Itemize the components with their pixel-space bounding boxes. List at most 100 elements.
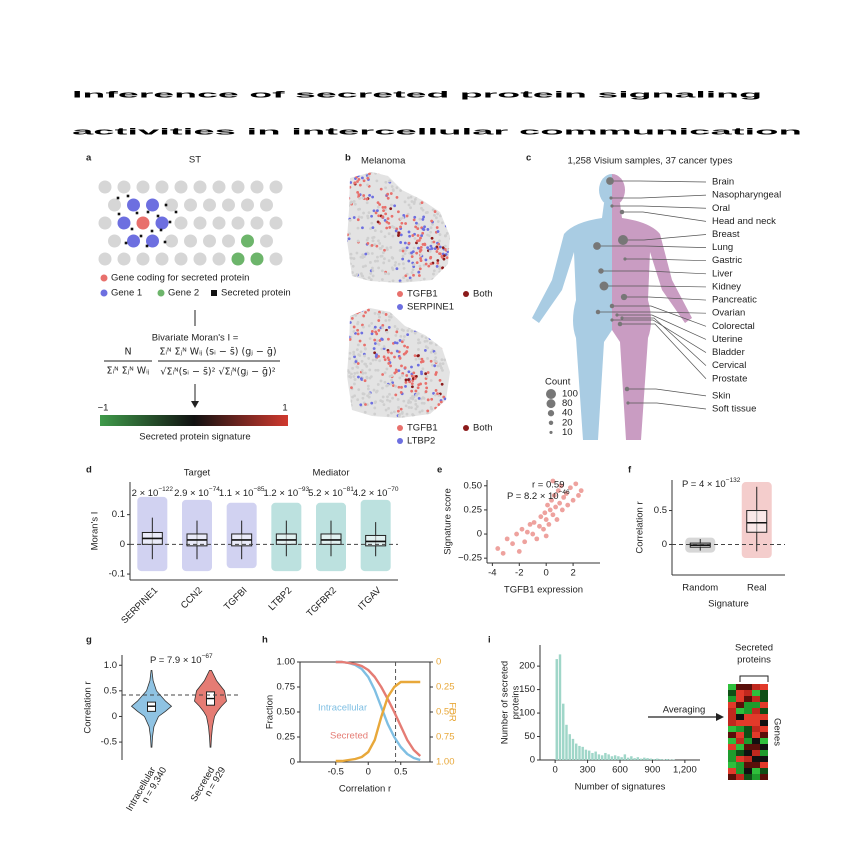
tissue-spot — [386, 383, 390, 387]
leader-line — [612, 205, 707, 209]
heatmap-cell — [760, 762, 768, 768]
tissue-spot — [412, 371, 416, 375]
tissue-spot — [377, 266, 381, 270]
y-tick-label: 0 — [477, 529, 482, 540]
tissue-spot — [418, 410, 422, 414]
tissue-spot — [429, 262, 433, 266]
tissue-spot — [430, 190, 434, 194]
legend-size-dot — [547, 410, 555, 417]
tissue-spot — [360, 308, 364, 312]
spot — [98, 252, 112, 266]
heatmap-cell — [752, 738, 760, 744]
tissue-spot — [348, 351, 352, 355]
tissue-spot — [434, 343, 438, 347]
tissue-spot — [441, 176, 445, 180]
tissue-spot — [415, 405, 419, 408]
tissue-spot — [368, 172, 371, 176]
tissue-spot — [401, 216, 405, 220]
tissue-spot — [430, 247, 434, 250]
heatmap-cell — [728, 702, 736, 708]
tissue-spot — [429, 189, 433, 193]
tissue-spot — [401, 372, 405, 375]
tissue-spot — [399, 225, 402, 229]
y-axis-label: Correlation r — [83, 681, 94, 733]
tissue-spot — [429, 405, 433, 409]
tissue-spot — [417, 223, 420, 226]
tissue-spot — [409, 206, 412, 210]
tissue-spot — [386, 192, 390, 196]
tissue-spot — [408, 326, 411, 330]
tissue-spot — [369, 278, 373, 282]
tissue-spot — [364, 310, 367, 314]
tissue-spot — [348, 357, 352, 361]
heatmap-cell — [744, 708, 752, 714]
tissue-spot — [348, 270, 352, 274]
y-tick-label: -0.1 — [109, 569, 125, 580]
tissue-spot — [347, 337, 348, 341]
tissue-spot — [446, 347, 450, 351]
cancer-type-label: Colorectal — [712, 321, 755, 332]
tissue-spot — [400, 410, 404, 414]
tissue-spot — [450, 231, 453, 234]
spot — [174, 216, 188, 230]
tissue-spot — [400, 181, 404, 185]
tissue-spot — [410, 406, 413, 410]
series-line — [335, 680, 421, 763]
tissue-spot — [376, 418, 379, 421]
leader-line — [598, 311, 707, 314]
tissue-spot — [381, 326, 385, 330]
tissue-spot — [395, 195, 399, 199]
heatmap-cell — [728, 720, 736, 726]
tissue-spot — [396, 409, 400, 413]
tissue-spot — [425, 315, 429, 318]
bar — [607, 754, 610, 760]
tissue-spot — [438, 362, 442, 366]
tissue-spot — [407, 196, 410, 200]
tissue-spot — [376, 255, 379, 259]
tissue-spot — [420, 234, 424, 237]
tissue-spot — [379, 379, 383, 383]
tissue-spot — [449, 220, 450, 224]
x-tick-label: 600 — [612, 765, 628, 776]
tissue-spot — [448, 205, 450, 208]
colorbar-label: Secreted protein signature — [139, 432, 250, 443]
heatmap-cell — [760, 732, 768, 738]
x-tick-label: SERPINE1 — [119, 585, 160, 626]
tissue-spot — [436, 259, 440, 262]
tissue-spot — [412, 273, 415, 277]
tissue-spot — [441, 266, 445, 270]
tissue-spot — [363, 354, 366, 358]
tissue-spot — [370, 401, 374, 405]
heatmap-cell — [728, 708, 736, 714]
tissue-spot — [426, 211, 429, 214]
tissue-spot — [363, 362, 367, 366]
x-axis-label: TGFB1 expression — [504, 585, 583, 596]
tissue-spot — [424, 336, 428, 340]
tissue-spot — [391, 268, 395, 272]
tissue-spot — [442, 172, 446, 174]
tissue-spot — [397, 385, 401, 389]
colorbar-tick-label: 1 — [282, 403, 287, 414]
tissue-spot — [433, 201, 437, 205]
bar — [591, 752, 594, 760]
panel-title: Melanoma — [361, 156, 406, 167]
tissue-spot — [431, 197, 434, 201]
tissue-spot — [411, 234, 415, 237]
heatmap-cell — [736, 720, 744, 726]
tissue-spot — [438, 265, 442, 269]
tissue-spot — [432, 269, 436, 273]
tissue-spot — [395, 186, 399, 190]
tissue-spot — [420, 401, 424, 405]
tissue-spot — [392, 226, 396, 229]
spot — [269, 180, 283, 194]
tissue-spot — [359, 350, 363, 354]
tissue-spot — [366, 176, 370, 180]
tissue-spot — [381, 400, 384, 403]
tissue-spot — [412, 184, 416, 188]
point — [542, 510, 548, 516]
tissue-spot — [419, 360, 423, 364]
tissue-spot — [439, 364, 442, 368]
legend-size-label: 20 — [562, 417, 573, 428]
p-base: P = 4 × 10 — [682, 479, 726, 490]
tissue-spot — [393, 355, 396, 359]
